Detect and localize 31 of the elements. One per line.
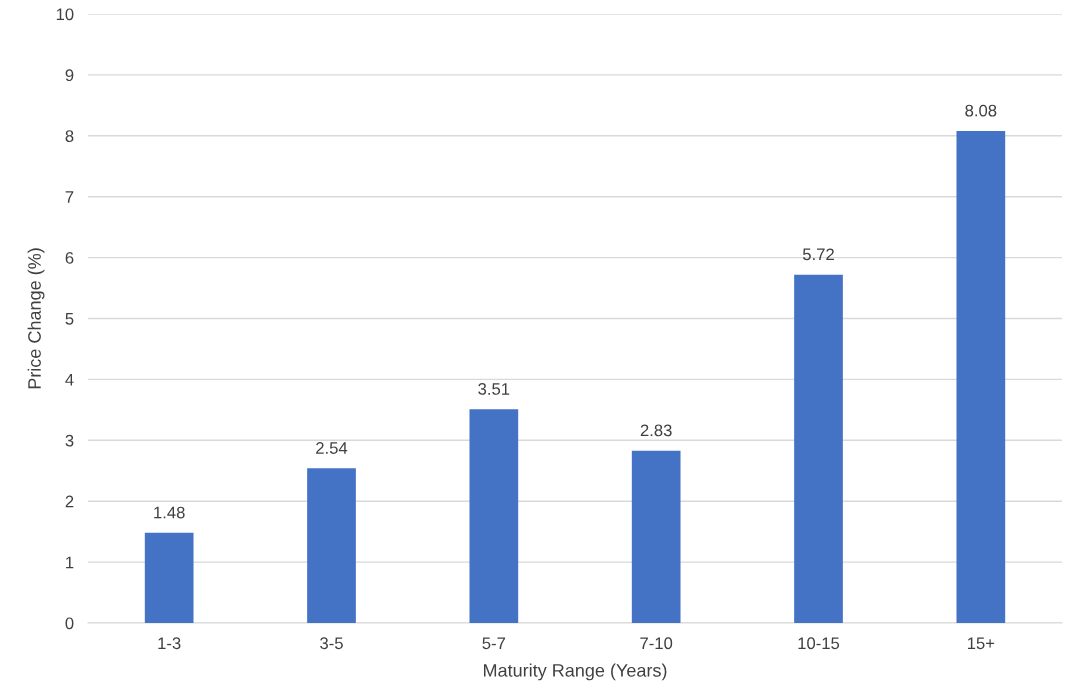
y-tick-label: 3	[65, 434, 74, 447]
data-label: 8.08	[965, 104, 997, 117]
x-tick-label: 3-5	[320, 637, 343, 650]
y-tick-label: 10	[56, 8, 74, 21]
x-tick-label: 15+	[967, 637, 995, 650]
data-label: 2.83	[640, 424, 672, 437]
y-tick-label: 4	[65, 373, 74, 386]
y-tick-label: 1	[66, 556, 74, 569]
bar	[956, 130, 1006, 623]
bar	[631, 450, 681, 623]
y-tick-label: 6	[65, 252, 74, 264]
x-tick-label: 10-15	[798, 637, 840, 650]
y-tick-label: 9	[65, 69, 74, 82]
y-tick-label: 2	[65, 495, 74, 508]
x-tick-label: 7-10	[640, 637, 673, 650]
y-tick-label: 7	[65, 191, 74, 203]
data-label: 5.72	[802, 248, 834, 261]
data-label: 2.54	[316, 442, 348, 454]
data-label: 1.48	[154, 506, 185, 519]
y-tick-label: 0	[65, 617, 74, 630]
bar	[794, 274, 843, 623]
y-tick-label: 5	[65, 313, 74, 325]
x-tick-label: 5-7	[482, 637, 506, 650]
data-label: 3.51	[478, 383, 510, 395]
x-axis-title: Maturity Range (Years)	[483, 663, 667, 681]
bar	[469, 409, 519, 623]
bar	[144, 532, 194, 623]
x-tick-label: 1-3	[158, 637, 181, 650]
bar	[307, 468, 356, 623]
y-axis-title: Price Change (%)	[27, 248, 45, 389]
y-tick-label: 8	[65, 130, 74, 142]
